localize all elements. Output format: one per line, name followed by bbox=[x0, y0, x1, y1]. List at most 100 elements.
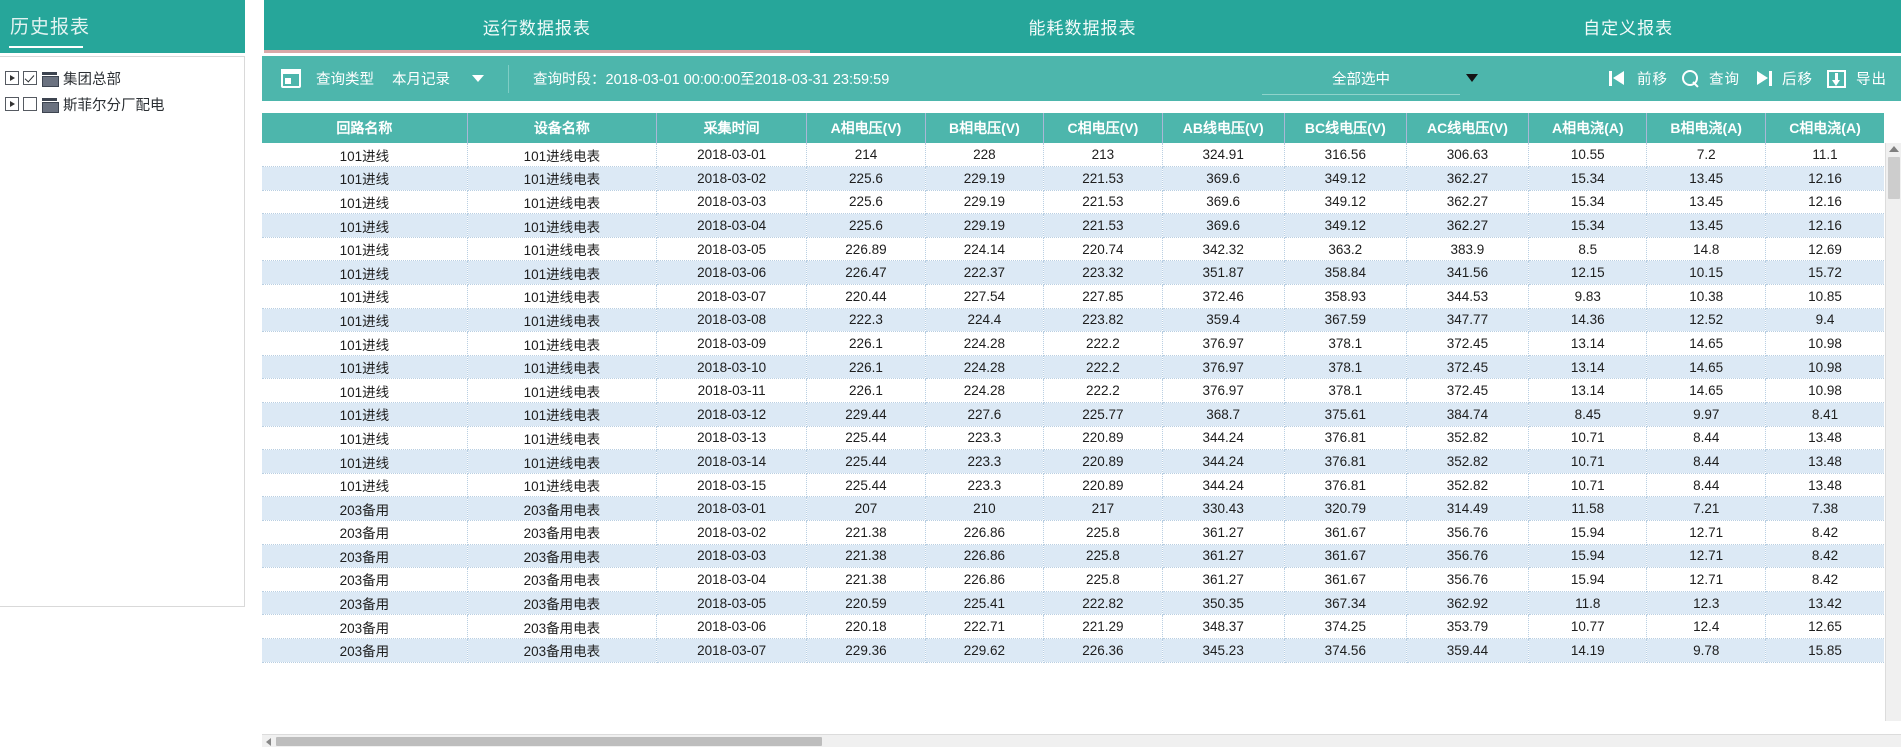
horizontal-scrollbar[interactable] bbox=[262, 734, 1901, 747]
table-row[interactable]: 203备用 203备用电表 2018-03-06 220.18 222.71 221.29… bbox=[262, 614, 1884, 639]
column-header[interactable]: A相电浇(A) bbox=[1528, 113, 1648, 143]
table-row[interactable]: 101进线 101进线电表 2018-03-11 226.1 224.28 222.2 37… bbox=[262, 378, 1884, 404]
table-cell: 217 bbox=[1043, 496, 1163, 521]
column-header[interactable]: AB线电压(V) bbox=[1162, 113, 1285, 143]
export-button[interactable]: 导出 bbox=[1827, 68, 1887, 89]
table-cell: 226.1 bbox=[806, 355, 926, 380]
table-cell: 2018-03-10 bbox=[656, 355, 808, 380]
column-header[interactable]: 采集时间 bbox=[656, 113, 808, 143]
table-row[interactable]: 203备用 203备用电表 2018-03-02 221.38 226.86 225.8 3… bbox=[262, 520, 1884, 545]
tab-energy-report[interactable]: 能耗数据报表 bbox=[810, 0, 1356, 53]
expand-triangle-icon[interactable] bbox=[5, 97, 19, 111]
table-cell: 361.27 bbox=[1162, 544, 1285, 569]
table-cell: 15.94 bbox=[1528, 567, 1648, 592]
table-cell: 374.56 bbox=[1284, 638, 1407, 663]
column-header[interactable]: C相电浇(A) bbox=[1765, 113, 1884, 143]
scroll-up-icon[interactable] bbox=[1889, 146, 1899, 152]
table-row[interactable]: 101进线 101进线电表 2018-03-12 229.44 227.6 225.77 3… bbox=[262, 402, 1884, 427]
table-cell: 2018-03-08 bbox=[656, 308, 808, 333]
table-cell: 320.79 bbox=[1284, 496, 1407, 521]
next-page-button[interactable]: 后移 bbox=[1754, 68, 1813, 89]
table-cell: 2018-03-05 bbox=[656, 591, 808, 616]
tree-item-group-hq[interactable]: 集团总部 bbox=[0, 65, 244, 91]
table-cell: 222.82 bbox=[1043, 591, 1163, 616]
chevron-down-icon[interactable] bbox=[472, 75, 484, 82]
table-row[interactable]: 101进线 101进线电表 2018-03-15 225.44 223.3 220.89 3… bbox=[262, 473, 1884, 498]
calendar-icon[interactable] bbox=[281, 69, 301, 88]
column-header[interactable]: 回路名称 bbox=[262, 113, 468, 143]
table-cell: 101进线电表 bbox=[467, 308, 658, 333]
table-row[interactable]: 203备用 203备用电表 2018-03-01 207 210 217 330.43 320… bbox=[262, 496, 1884, 521]
table-cell: 362.92 bbox=[1406, 591, 1530, 616]
column-header[interactable]: BC线电压(V) bbox=[1284, 113, 1407, 143]
table-row[interactable]: 101进线 101进线电表 2018-03-14 225.44 223.3 220.89 3… bbox=[262, 449, 1884, 474]
column-header[interactable]: A相电压(V) bbox=[806, 113, 926, 143]
table-cell: 101进线 bbox=[262, 143, 468, 168]
tab-operation-report[interactable]: 运行数据报表 bbox=[264, 0, 810, 53]
table-row[interactable]: 101进线 101进线电表 2018-03-10 226.1 224.28 222.2 37… bbox=[262, 355, 1884, 380]
column-header[interactable]: 设备名称 bbox=[467, 113, 658, 143]
table-row[interactable]: 101进线 101进线电表 2018-03-13 225.44 223.3 220.89 3… bbox=[262, 426, 1884, 451]
column-header[interactable]: AC线电压(V) bbox=[1406, 113, 1530, 143]
table-cell: 203备用电表 bbox=[467, 591, 658, 616]
chevron-down-icon[interactable] bbox=[1466, 74, 1478, 82]
table-cell: 101进线 bbox=[262, 284, 468, 309]
table-cell: 376.97 bbox=[1162, 331, 1285, 356]
table-cell: 101进线电表 bbox=[467, 426, 658, 451]
horizontal-scrollbar-thumb[interactable] bbox=[276, 736, 822, 746]
table-cell: 220.89 bbox=[1043, 449, 1163, 474]
table-cell: 347.77 bbox=[1406, 308, 1530, 333]
table-cell: 361.27 bbox=[1162, 520, 1285, 545]
tab-custom-report[interactable]: 自定义报表 bbox=[1355, 0, 1901, 53]
tree-checkbox[interactable] bbox=[23, 97, 37, 111]
table-cell: 378.1 bbox=[1284, 378, 1407, 404]
table-row[interactable]: 101进线 101进线电表 2018-03-05 226.89 224.14 220.74… bbox=[262, 237, 1884, 262]
column-header[interactable]: B相电浇(A) bbox=[1646, 113, 1766, 143]
table-cell: 101进线电表 bbox=[467, 284, 658, 309]
table-cell: 12.65 bbox=[1765, 614, 1884, 639]
table-cell: 367.59 bbox=[1284, 308, 1407, 333]
search-label: 查询 bbox=[1709, 72, 1740, 88]
table-row[interactable]: 101进线 101进线电表 2018-03-09 226.1 224.28 222.2 37… bbox=[262, 331, 1884, 356]
table-row[interactable]: 101进线 101进线电表 2018-03-07 220.44 227.54 227.85… bbox=[262, 284, 1884, 309]
table-cell: 356.76 bbox=[1406, 567, 1530, 592]
table-cell: 383.9 bbox=[1406, 237, 1530, 262]
table-cell: 225.44 bbox=[806, 426, 926, 451]
table-cell: 2018-03-02 bbox=[656, 520, 808, 545]
column-header[interactable]: B相电压(V) bbox=[925, 113, 1045, 143]
expand-triangle-icon[interactable] bbox=[5, 71, 19, 85]
table-row[interactable]: 101进线 101进线电表 2018-03-08 222.3 224.4 223.82 35… bbox=[262, 308, 1884, 333]
table-cell: 222.2 bbox=[1043, 331, 1163, 356]
table-cell: 10.98 bbox=[1765, 355, 1884, 380]
table-cell: 8.44 bbox=[1646, 473, 1766, 498]
table-row[interactable]: 101进线 101进线电表 2018-03-04 225.6 229.19 221.53 3… bbox=[262, 213, 1884, 238]
table-cell: 226.1 bbox=[806, 378, 926, 404]
table-row[interactable]: 203备用 203备用电表 2018-03-07 229.36 229.62 226.36… bbox=[262, 638, 1884, 663]
table-row[interactable]: 101进线 101进线电表 2018-03-02 225.6 229.19 221.53 3… bbox=[262, 166, 1884, 191]
vertical-scrollbar-thumb[interactable] bbox=[1888, 157, 1900, 199]
table-cell: 367.34 bbox=[1284, 591, 1407, 616]
table-cell: 203备用电表 bbox=[467, 544, 658, 569]
table-cell: 101进线 bbox=[262, 355, 468, 380]
table-row[interactable]: 101进线 101进线电表 2018-03-01 214 228 213 324.91 316… bbox=[262, 143, 1884, 168]
column-header[interactable]: C相电压(V) bbox=[1043, 113, 1163, 143]
table-row[interactable]: 101进线 101进线电表 2018-03-06 226.47 222.37 223.32… bbox=[262, 260, 1884, 286]
scroll-left-icon[interactable] bbox=[266, 738, 271, 746]
table-cell: 2018-03-03 bbox=[656, 544, 808, 569]
query-type-value[interactable]: 本月记录 bbox=[392, 72, 450, 88]
table-row[interactable]: 203备用 203备用电表 2018-03-03 221.38 226.86 225.8 3… bbox=[262, 544, 1884, 569]
select-all-dropdown[interactable]: 全部选中 bbox=[1262, 62, 1478, 95]
table-cell: 344.24 bbox=[1162, 449, 1285, 474]
table-cell: 369.6 bbox=[1162, 166, 1285, 191]
tab-label: 自定义报表 bbox=[1583, 19, 1674, 38]
vertical-scrollbar[interactable] bbox=[1885, 143, 1901, 721]
tree-checkbox[interactable] bbox=[23, 71, 37, 85]
step-forward-icon bbox=[1754, 71, 1772, 86]
table-row[interactable]: 203备用 203备用电表 2018-03-05 220.59 225.41 222.82… bbox=[262, 591, 1884, 616]
report-table-container[interactable]: 回路名称 设备名称 采集时间 A相电压(V) B相电压(V) C相电压(V) AB线电压(V… bbox=[262, 113, 1901, 734]
search-button[interactable]: 查询 bbox=[1682, 68, 1740, 89]
table-row[interactable]: 203备用 203备用电表 2018-03-04 221.38 226.86 225.8 3… bbox=[262, 567, 1884, 592]
table-row[interactable]: 101进线 101进线电表 2018-03-03 225.6 229.19 221.53 3… bbox=[262, 190, 1884, 215]
prev-page-button[interactable]: 前移 bbox=[1609, 68, 1668, 89]
tree-item-sfe-plant[interactable]: 斯菲尔分厂配电 bbox=[0, 91, 244, 117]
